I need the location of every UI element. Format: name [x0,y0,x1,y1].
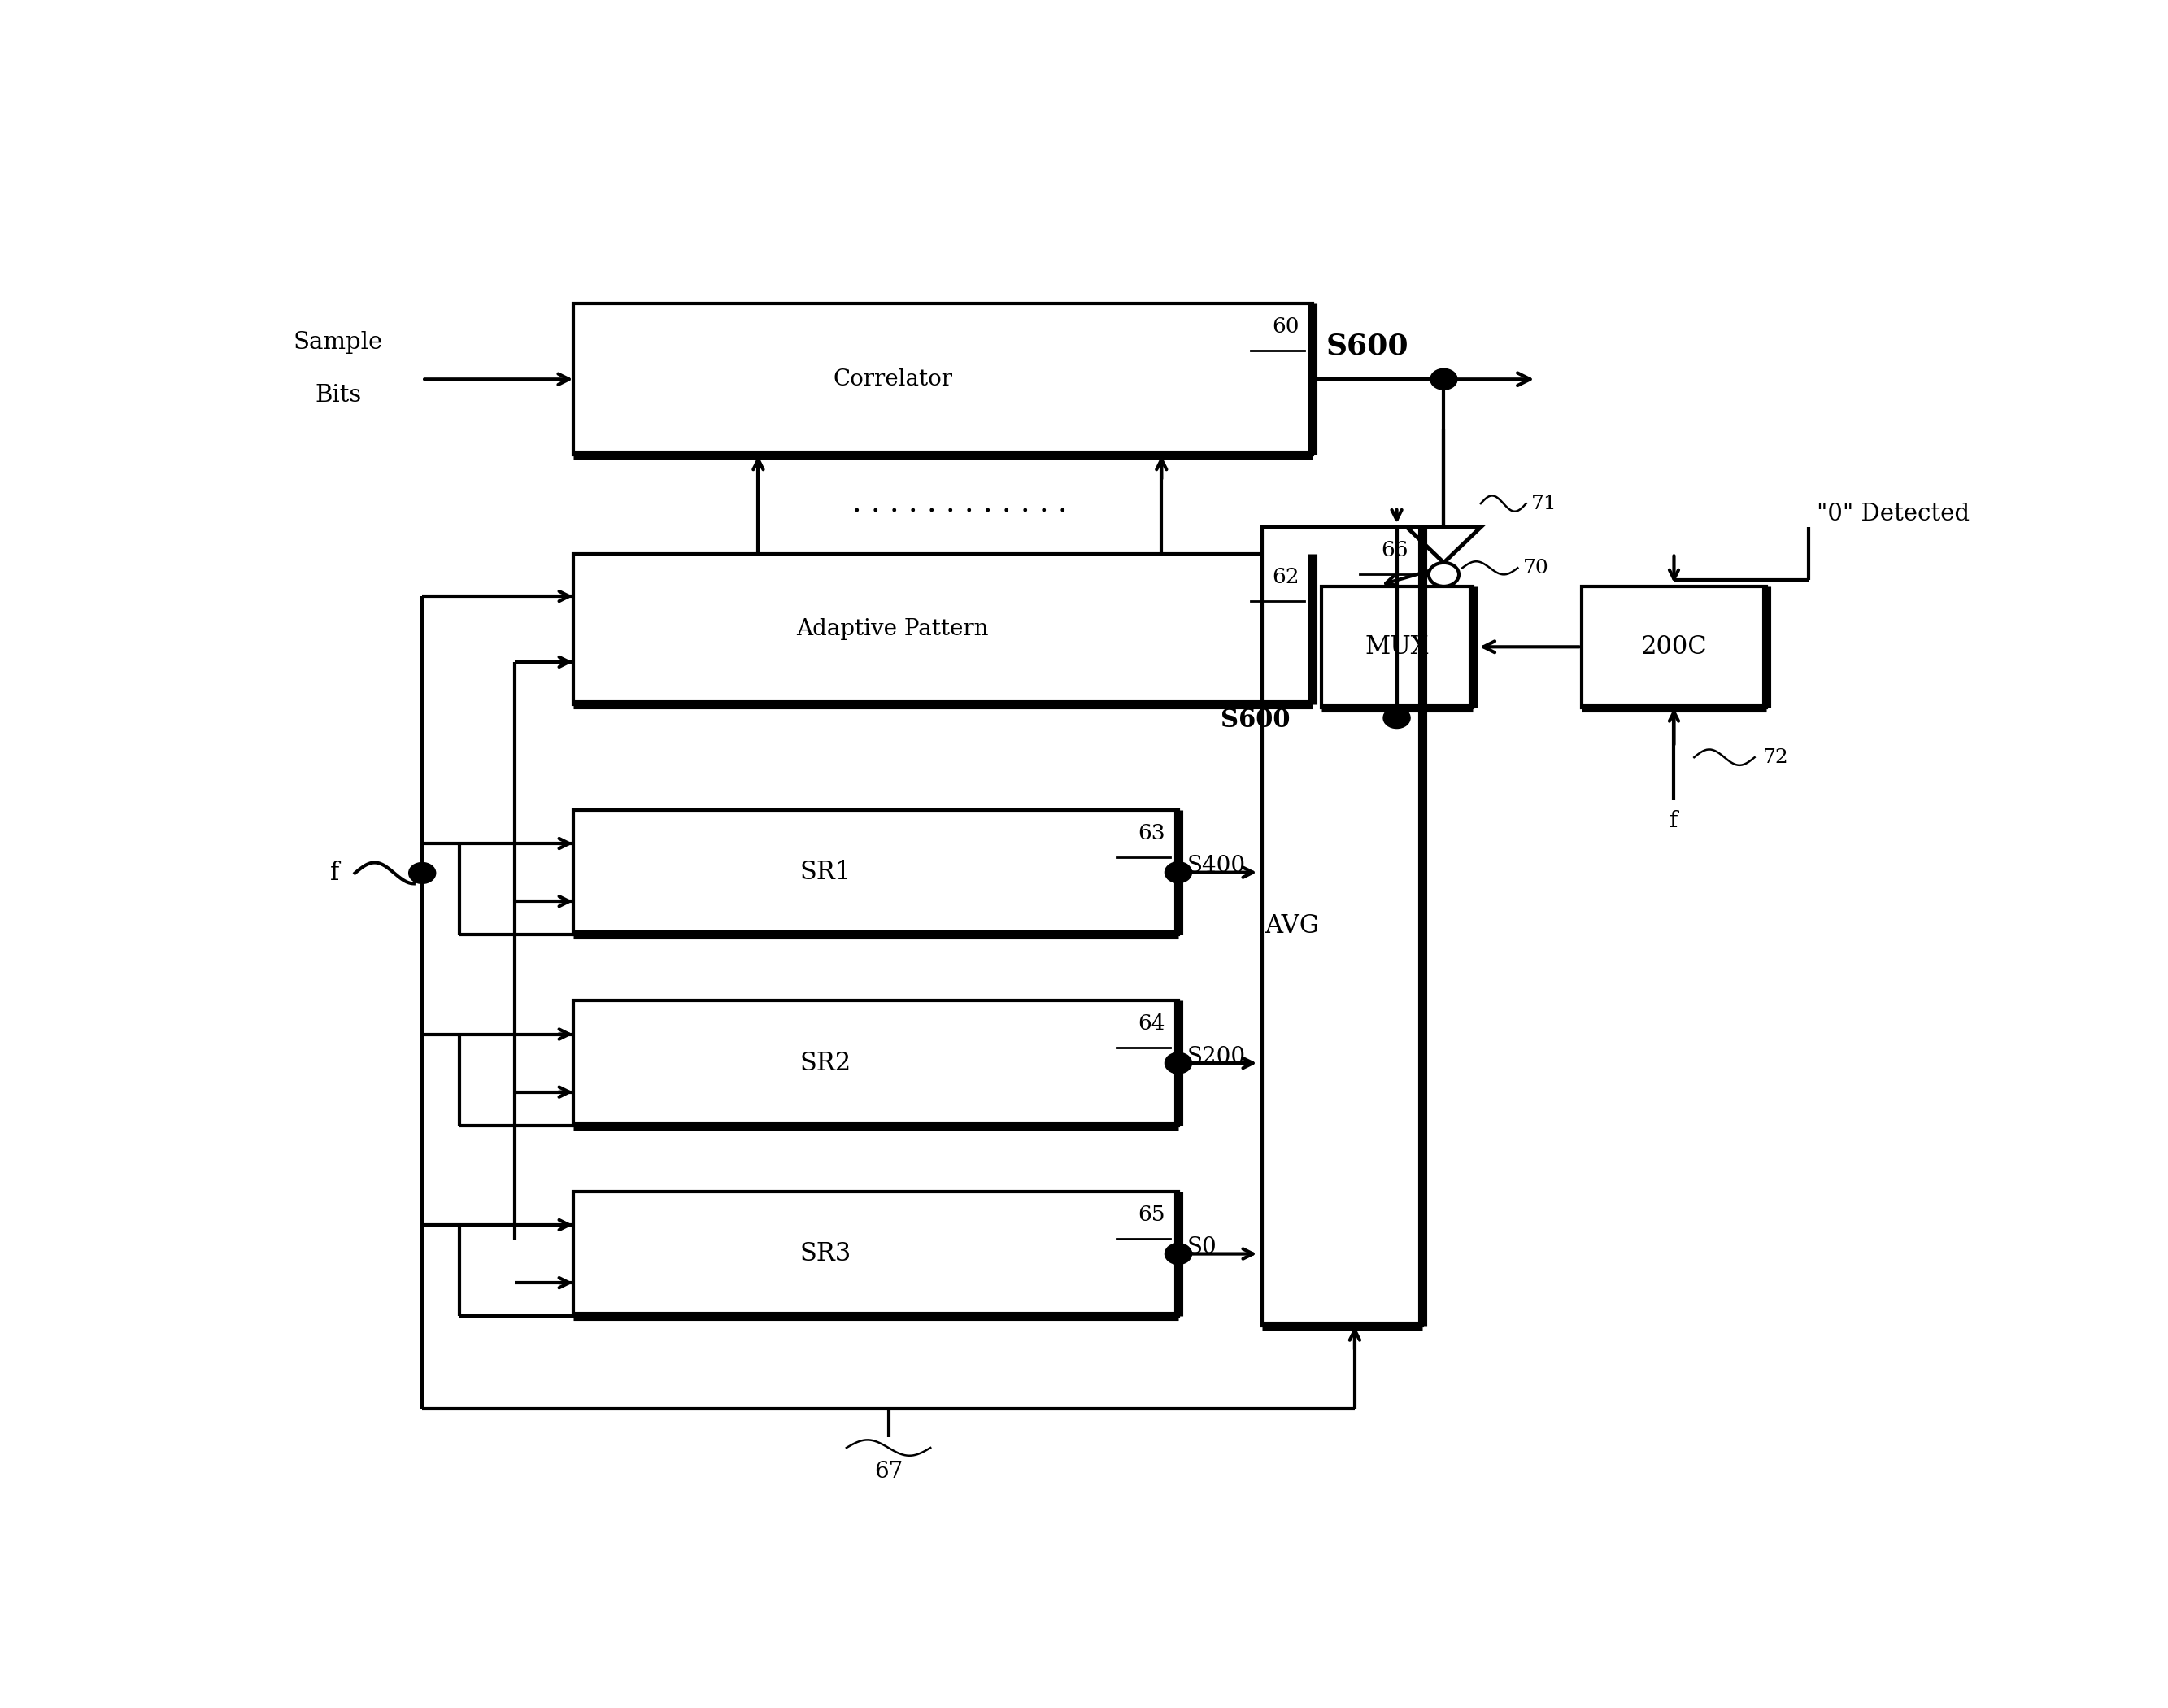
Text: Correlator: Correlator [833,369,952,389]
Text: S600: S600 [1221,707,1290,733]
Bar [572,1001,1179,1126]
Text: 66: 66 [1381,540,1409,560]
Text: f: f [330,861,340,886]
Text: SR3: SR3 [800,1242,852,1266]
Circle shape [1429,562,1459,586]
Bar [572,810,1179,934]
Text: 63: 63 [1138,823,1164,844]
Circle shape [1164,1243,1192,1264]
Text: 60: 60 [1273,316,1299,336]
Bar [1320,586,1472,707]
Circle shape [1164,863,1192,883]
Text: 200C: 200C [1641,634,1706,659]
Bar [572,304,1314,454]
Text: Bits: Bits [314,384,362,407]
Circle shape [1164,1052,1192,1074]
Text: "0" Detected: "0" Detected [1817,502,1971,526]
Text: 71: 71 [1531,494,1557,512]
Text: SR2: SR2 [800,1050,852,1076]
Text: S200: S200 [1186,1045,1244,1068]
Text: 64: 64 [1138,1015,1164,1033]
Text: MUX: MUX [1366,634,1429,659]
Text: S0: S0 [1186,1237,1216,1259]
Text: S400: S400 [1186,854,1244,876]
Bar [1583,586,1767,707]
Text: SR1: SR1 [800,859,852,885]
Bar [1262,528,1422,1325]
Text: AVG: AVG [1264,914,1318,939]
Text: S600: S600 [1327,333,1409,360]
Circle shape [1431,369,1457,389]
Bar [572,553,1314,705]
Bar [572,1192,1179,1317]
Text: Adaptive Pattern: Adaptive Pattern [796,618,989,640]
Circle shape [1383,707,1409,728]
Text: 72: 72 [1763,748,1789,767]
Text: 65: 65 [1138,1204,1164,1225]
Text: Sample: Sample [293,331,384,354]
Circle shape [410,863,436,883]
Text: 70: 70 [1522,559,1548,577]
Text: . . . . . . . . . . . .: . . . . . . . . . . . . [852,490,1067,518]
Text: f: f [1669,810,1678,832]
Text: 67: 67 [874,1460,902,1483]
Text: 62: 62 [1273,567,1299,588]
